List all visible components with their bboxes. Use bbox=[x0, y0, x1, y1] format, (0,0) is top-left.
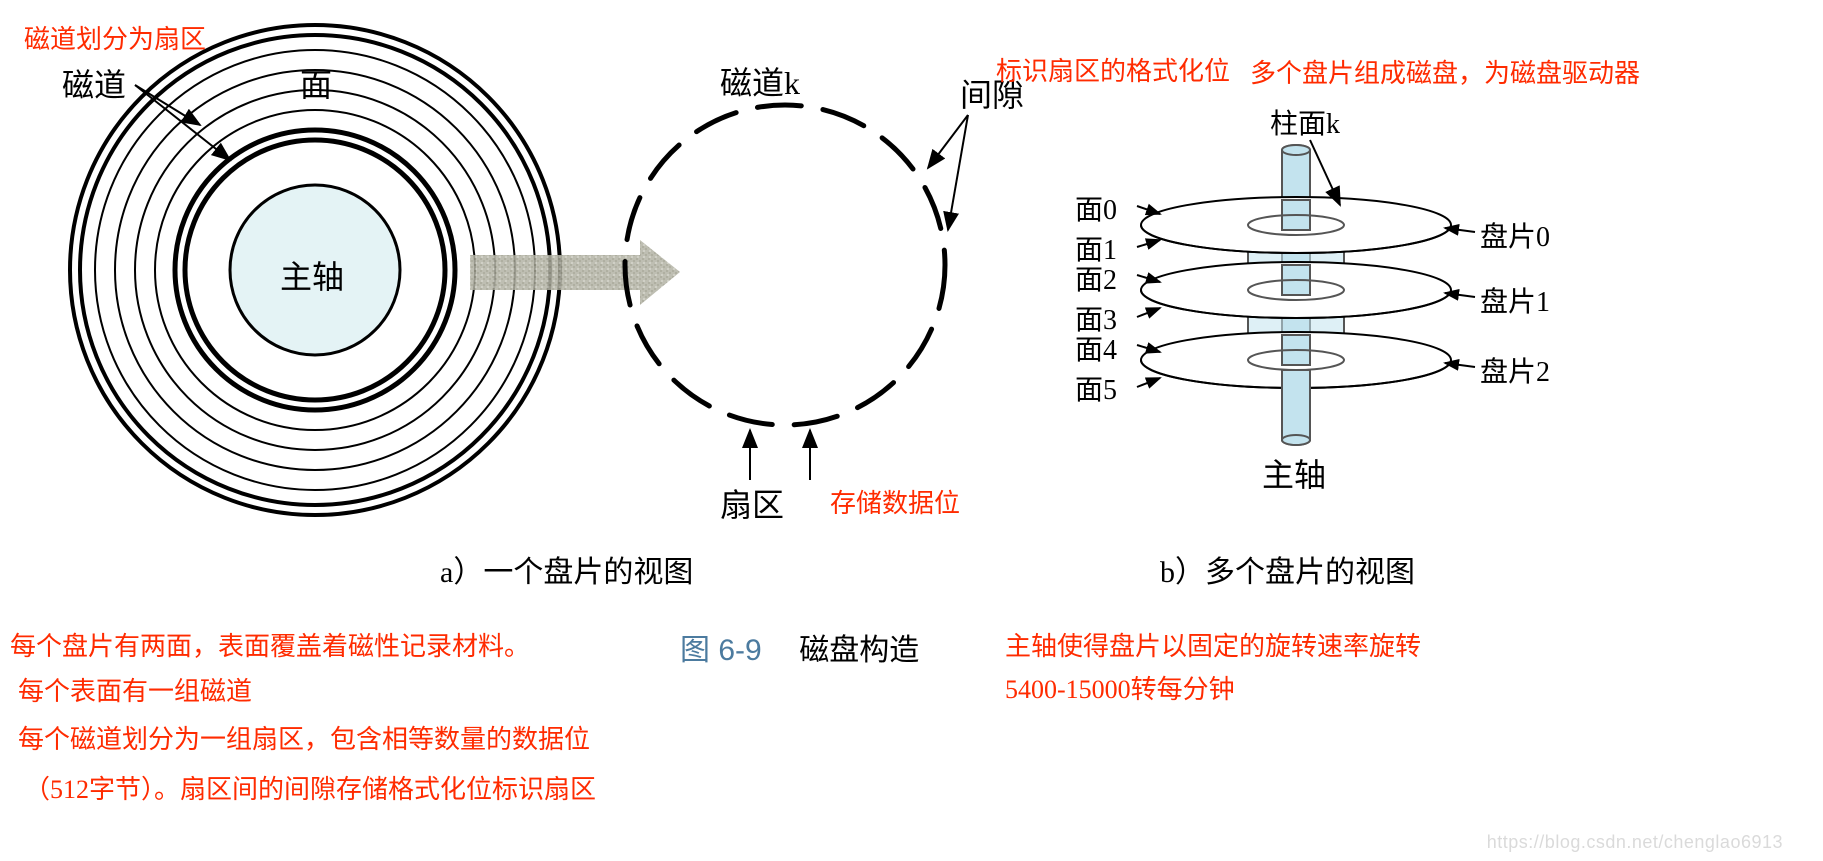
note-l1: 每个表面有一组磁道 bbox=[18, 670, 252, 714]
surface-4: 面4 bbox=[1075, 328, 1117, 368]
caption-b: b）多个盘片的视图 bbox=[1160, 547, 1415, 591]
platter-1: 盘片1 bbox=[1480, 280, 1550, 320]
sector-division-note: 磁道划分为扇区 bbox=[24, 18, 206, 62]
cylinder-k-label: 柱面k bbox=[1270, 102, 1340, 142]
surface-5: 面5 bbox=[1075, 368, 1117, 408]
note-r0: 主轴使得盘片以固定的旋转速率旋转 bbox=[1005, 625, 1421, 669]
note-l2: 每个磁道划分为一组扇区，包含相等数量的数据位 bbox=[18, 718, 590, 762]
transition-arrow bbox=[470, 240, 680, 305]
note-l3: （512字节）。扇区间的间隙存储格式化位标识扇区 bbox=[24, 768, 596, 812]
platter-stack bbox=[1137, 140, 1475, 445]
surface-label: 面 bbox=[300, 60, 332, 106]
spindle-label-left: 主轴 bbox=[280, 252, 344, 298]
note-r1: 5400-15000转每分钟 bbox=[1005, 668, 1235, 712]
note-l0: 每个盘片有两面，表面覆盖着磁性记录材料。 bbox=[10, 625, 530, 669]
surface-2: 面2 bbox=[1075, 258, 1117, 298]
sector-label: 扇区 bbox=[720, 480, 784, 526]
caption-a: a）一个盘片的视图 bbox=[440, 547, 693, 591]
surface-0: 面0 bbox=[1075, 188, 1117, 228]
track-label: 磁道 bbox=[62, 60, 126, 106]
spindle-label-right: 主轴 bbox=[1262, 450, 1326, 496]
platter-2: 盘片2 bbox=[1480, 350, 1550, 390]
figure-caption: 图 6-9 磁盘构造 bbox=[680, 625, 919, 669]
watermark: https://blog.csdn.net/chenglao6913 bbox=[1487, 832, 1783, 853]
track-k bbox=[625, 105, 968, 480]
sector-data-note: 存储数据位 bbox=[830, 482, 960, 526]
track-k-label: 磁道k bbox=[720, 58, 800, 104]
gap-format-note: 标识扇区的格式化位 bbox=[996, 50, 1230, 94]
drive-note: 多个盘片组成磁盘，为磁盘驱动器 bbox=[1250, 52, 1640, 96]
platter-0: 盘片0 bbox=[1480, 215, 1550, 255]
